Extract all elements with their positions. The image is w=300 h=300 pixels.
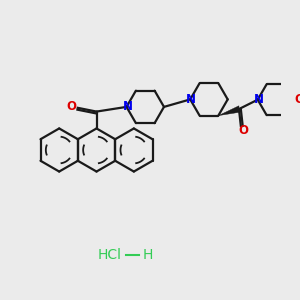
Text: HCl: HCl	[98, 248, 122, 262]
Text: N: N	[122, 100, 132, 113]
Text: H: H	[142, 248, 153, 262]
Text: O: O	[66, 100, 76, 113]
Text: N: N	[254, 93, 264, 106]
Text: N: N	[186, 93, 196, 106]
Polygon shape	[218, 106, 239, 116]
Text: O: O	[294, 93, 300, 106]
Text: O: O	[238, 124, 249, 137]
